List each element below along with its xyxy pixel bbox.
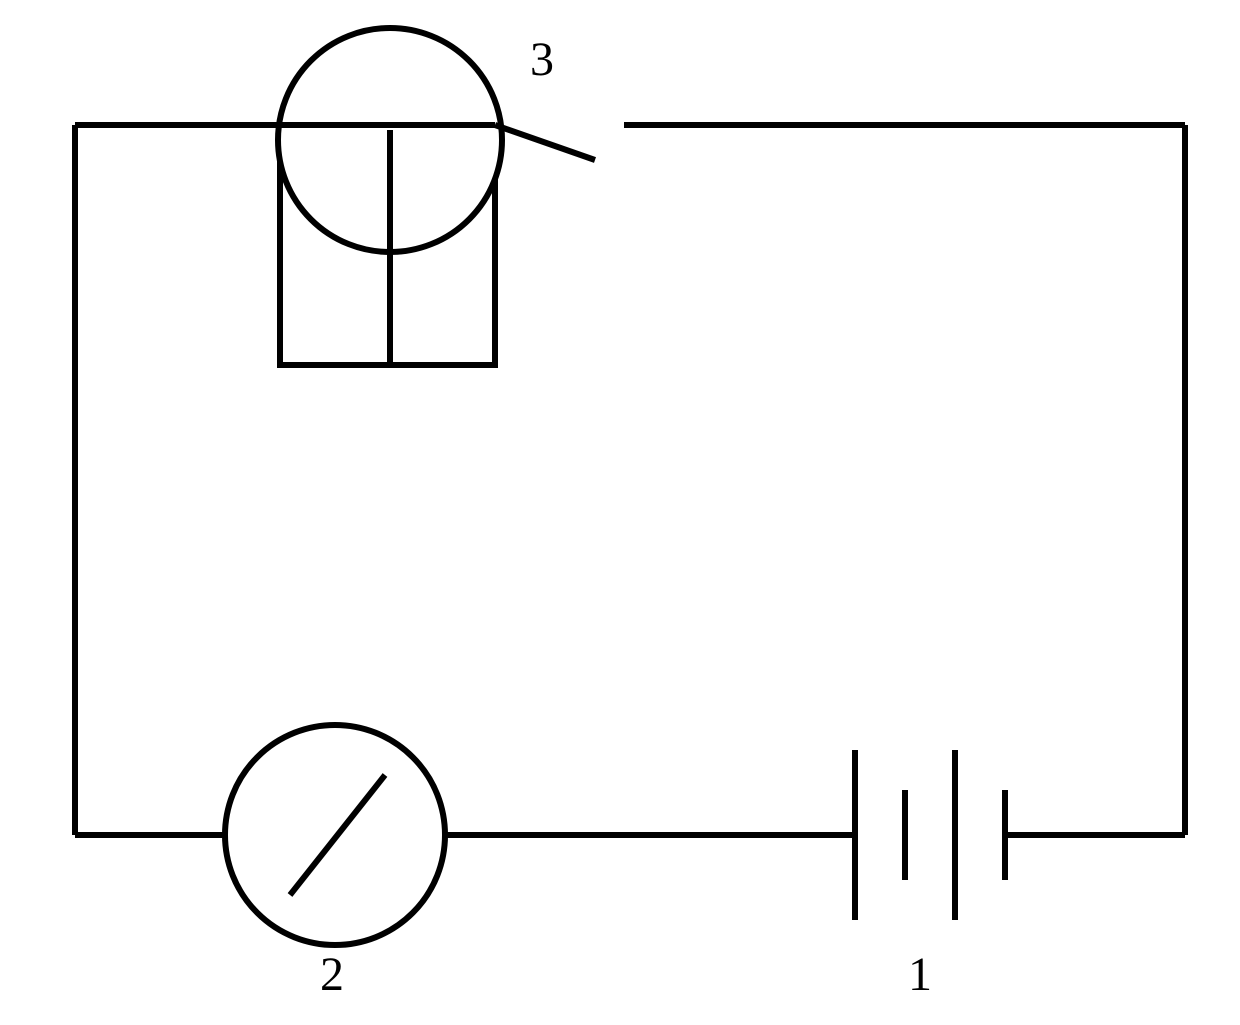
wire-group [75,125,1185,835]
battery-symbol [855,750,1005,920]
label-3: 3 [530,33,554,86]
label-1: 1 [908,948,932,1001]
circuit-diagram: 1 2 3 [0,0,1240,1025]
buzzer-symbol [225,725,445,945]
buzzer-diagonal-line [290,775,385,895]
relay-switch-arm [495,125,595,160]
label-2: 2 [320,948,344,1001]
